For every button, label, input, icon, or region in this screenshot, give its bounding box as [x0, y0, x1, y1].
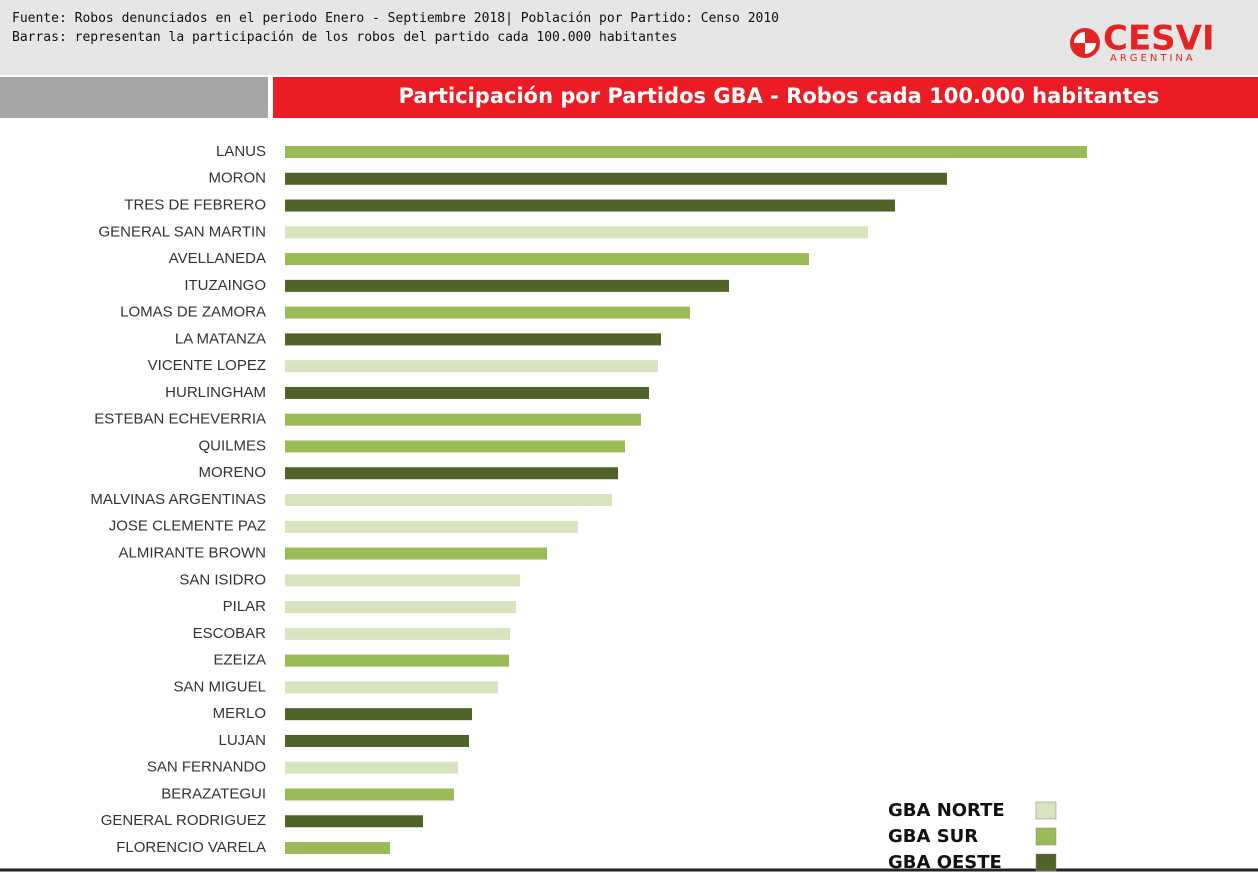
bar	[285, 601, 516, 614]
bar	[285, 360, 658, 373]
category-label: ALMIRANTE BROWN	[118, 545, 266, 562]
bar	[285, 226, 868, 239]
category-label: VICENTE LOPEZ	[148, 357, 266, 374]
category-label: LA MATANZA	[175, 330, 266, 347]
category-label: LOMAS DE ZAMORA	[120, 304, 266, 321]
bar	[285, 199, 895, 212]
category-label: JOSE CLEMENTE PAZ	[109, 518, 266, 535]
bar	[285, 413, 641, 426]
bar	[285, 842, 390, 855]
logo: CESVI ARGENTINA	[1070, 19, 1215, 64]
bar	[285, 681, 498, 694]
bar	[285, 574, 520, 587]
logo-subtext: ARGENTINA	[1110, 53, 1196, 64]
bar	[285, 520, 578, 533]
bar	[285, 788, 454, 801]
bar	[285, 386, 649, 399]
category-label: GENERAL SAN MARTIN	[98, 223, 266, 240]
category-label: FLORENCIO VARELA	[116, 839, 266, 856]
bar	[285, 627, 510, 640]
legend-swatch	[1035, 853, 1057, 872]
bar	[285, 333, 661, 346]
title-bg	[273, 77, 1258, 118]
category-label: EZEIZA	[213, 652, 266, 669]
legend-label: GBA OESTE	[888, 852, 1002, 873]
bar	[285, 146, 1087, 158]
bar	[285, 734, 469, 747]
category-label: MALVINAS ARGENTINAS	[90, 491, 266, 508]
legend-swatch	[1035, 827, 1057, 846]
logo-text: CESVI	[1103, 19, 1215, 59]
category-label: SAN FERNANDO	[147, 759, 266, 776]
category-label: SAN ISIDRO	[179, 571, 266, 588]
bar	[285, 815, 423, 828]
category-label: GENERAL RODRIGUEZ	[101, 812, 266, 829]
bar	[285, 467, 618, 480]
category-label: BERAZATEGUI	[161, 785, 266, 802]
category-label: SAN MIGUEL	[173, 678, 266, 695]
category-label: MORON	[209, 170, 267, 187]
category-label: QUILMES	[198, 437, 266, 454]
bar	[285, 654, 509, 667]
category-label: ESTEBAN ECHEVERRIA	[94, 411, 266, 428]
category-label: MORENO	[199, 464, 267, 481]
legend-label: GBA SUR	[888, 826, 978, 847]
category-label: MERLO	[213, 705, 266, 722]
bars-note: Barras: representan la participación de …	[12, 30, 677, 45]
category-label: HURLINGHAM	[165, 384, 266, 401]
category-label: PILAR	[223, 598, 267, 615]
category-label: TRES DE FEBRERO	[124, 197, 266, 214]
legend-swatch	[1035, 801, 1057, 820]
bar	[285, 172, 947, 185]
bar	[285, 306, 690, 319]
category-label: ESCOBAR	[193, 625, 267, 642]
chart-title: Participación por Partidos GBA - Robos c…	[399, 84, 1160, 108]
bar	[285, 279, 729, 292]
bar	[285, 494, 612, 507]
category-label: LUJAN	[218, 732, 266, 749]
category-label: ITUZAINGO	[184, 277, 266, 294]
category-label: LANUS	[216, 143, 266, 160]
header-bg	[0, 0, 1258, 75]
bar	[285, 761, 458, 774]
bar	[285, 253, 809, 266]
bar	[285, 547, 547, 560]
logo-icon-fill	[1072, 30, 1098, 56]
title-side	[0, 77, 268, 118]
legend-label: GBA NORTE	[888, 800, 1005, 821]
bar	[285, 708, 472, 721]
source-note: Fuente: Robos denunciados en el periodo …	[12, 11, 779, 26]
bar	[285, 440, 625, 453]
category-label: AVELLANEDA	[169, 250, 266, 267]
